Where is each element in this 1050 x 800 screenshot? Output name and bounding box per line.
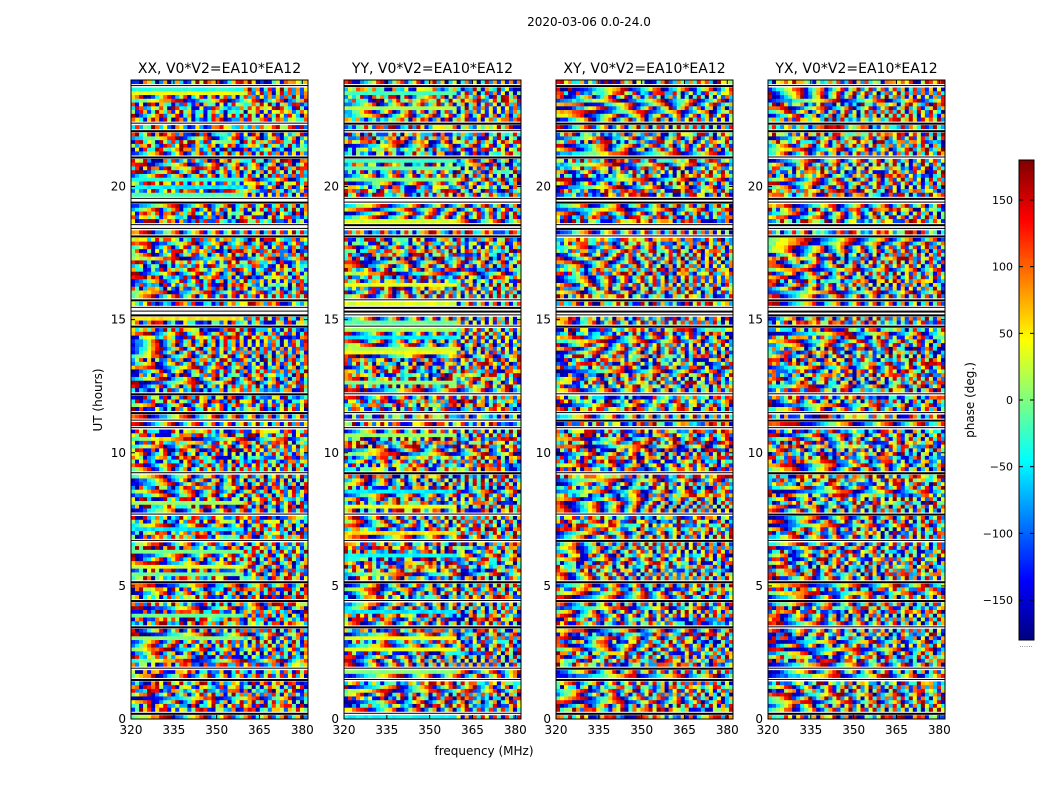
x-tick-label: 365 xyxy=(885,723,908,737)
panel-frame xyxy=(767,79,946,720)
y-tick-label: 15 xyxy=(324,313,339,327)
x-tick-label: 335 xyxy=(799,723,822,737)
colorbar-label: phase (deg.) xyxy=(963,362,977,438)
y-axis-label: UT (hours) xyxy=(91,368,105,431)
x-tick-label: 365 xyxy=(461,723,484,737)
colorbar-tick-label: 50 xyxy=(999,327,1013,340)
x-tick-label: 335 xyxy=(162,723,185,737)
x-tick-label: 350 xyxy=(418,723,441,737)
panel-3: XY, V0*V2=EA10*EA12 320 335 350 365 380 0 5 10 15… xyxy=(536,61,739,737)
y-tick-label: 0 xyxy=(331,712,339,726)
x-tick-label: 350 xyxy=(630,723,653,737)
y-tick-label: 0 xyxy=(543,712,551,726)
x-axis-label: frequency (MHz) xyxy=(434,744,533,758)
y-tick-label: 5 xyxy=(755,579,763,593)
x-tick-label: 335 xyxy=(587,723,610,737)
panel-frame xyxy=(343,79,522,720)
panel-frame xyxy=(555,79,734,720)
colorbar-tick-label: −50 xyxy=(990,461,1013,474)
y-tick-label: 15 xyxy=(748,313,763,327)
colorbar-tick-label: −150 xyxy=(983,594,1013,607)
y-tick-label: 20 xyxy=(536,180,551,194)
panel-title: XY, V0*V2=EA10*EA12 xyxy=(563,61,725,77)
phase-heatmap xyxy=(131,80,308,719)
x-tick-label: 350 xyxy=(205,723,228,737)
x-tick-label: 335 xyxy=(375,723,398,737)
phase-heatmap xyxy=(344,80,521,719)
x-tick-label: 380 xyxy=(291,723,314,737)
panel-4: YX, V0*V2=EA10*EA12 320 335 350 365 380 0 5 10 15… xyxy=(748,61,951,737)
colorbar-ticks: 150 100 50 0 −50 −100 −150 xyxy=(983,194,1034,607)
panel-title: YX, V0*V2=EA10*EA12 xyxy=(774,61,937,77)
x-tick-label: 380 xyxy=(928,723,951,737)
y-tick-label: 10 xyxy=(536,446,551,460)
phase-heatmap xyxy=(556,80,733,719)
colorbar-tick-label: −100 xyxy=(983,527,1013,540)
x-tick-label: 320 xyxy=(757,723,780,737)
x-tick-label: 350 xyxy=(842,723,865,737)
x-tick-label: 320 xyxy=(333,723,356,737)
y-tick-label: 0 xyxy=(755,712,763,726)
colorbar-footer: ...... xyxy=(1019,641,1032,649)
y-tick-label: 10 xyxy=(748,446,763,460)
y-tick-label: 0 xyxy=(118,712,126,726)
x-tick-label: 380 xyxy=(716,723,739,737)
y-tick-label: 5 xyxy=(331,579,339,593)
panels: XX, V0*V2=EA10*EA12 320 335 350 365 380 0 5 10 15… xyxy=(111,61,951,737)
y-tick-label: 20 xyxy=(324,180,339,194)
phase-heatmap xyxy=(768,80,945,719)
y-tick-label: 5 xyxy=(118,579,126,593)
y-tick-label: 5 xyxy=(543,579,551,593)
figure-suptitle: 2020-03-06 0.0-24.0 xyxy=(527,15,651,29)
panel-1: XX, V0*V2=EA10*EA12 320 335 350 365 380 0 5 10 15… xyxy=(111,61,314,737)
panel-title: YY, V0*V2=EA10*EA12 xyxy=(351,61,513,77)
x-tick-label: 320 xyxy=(545,723,568,737)
y-tick-label: 15 xyxy=(536,313,551,327)
y-tick-label: 15 xyxy=(111,313,126,327)
x-tick-label: 365 xyxy=(248,723,271,737)
y-tick-label: 10 xyxy=(111,446,126,460)
panel-2: YY, V0*V2=EA10*EA12 320 335 350 365 380 0 5 10 15… xyxy=(324,61,527,737)
colorbar-tick-label: 0 xyxy=(1006,394,1013,407)
y-tick-label: 10 xyxy=(324,446,339,460)
y-tick-label: 20 xyxy=(111,180,126,194)
colorbar-tick-label: 100 xyxy=(992,261,1013,274)
colorbar-tick-label: 150 xyxy=(992,194,1013,207)
panel-frame xyxy=(130,79,309,720)
y-tick-label: 20 xyxy=(748,180,763,194)
colorbar: 150 100 50 0 −50 −100 −150 phase (deg.) ...... xyxy=(963,159,1035,649)
x-tick-label: 380 xyxy=(504,723,527,737)
panel-title: XX, V0*V2=EA10*EA12 xyxy=(138,61,301,77)
x-tick-label: 365 xyxy=(673,723,696,737)
x-tick-label: 320 xyxy=(120,723,143,737)
